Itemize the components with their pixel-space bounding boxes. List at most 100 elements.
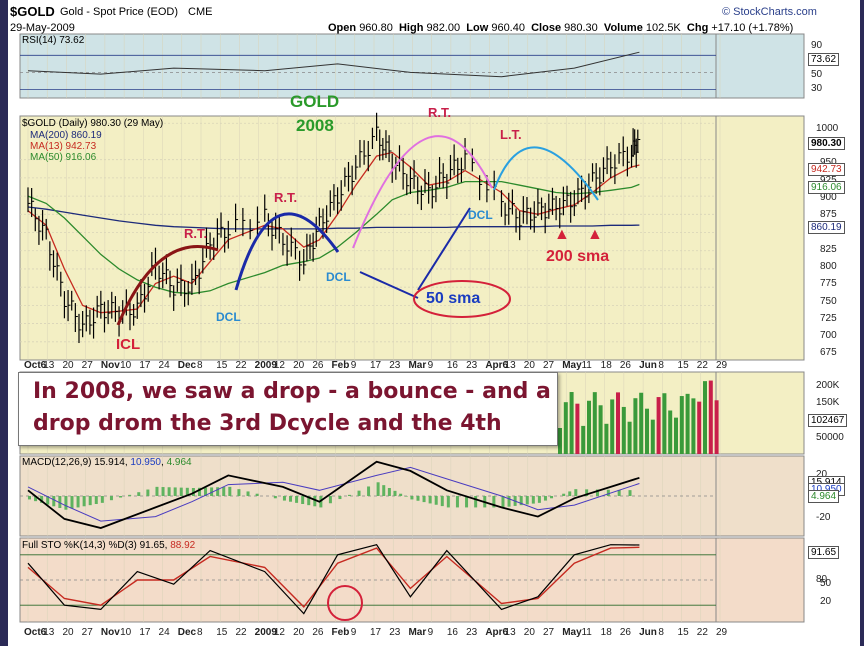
sto-tag: 91.65: [808, 546, 840, 559]
macd-hist-bar: [525, 496, 529, 505]
series-sto-k: [27, 544, 640, 615]
volume-bar: [679, 396, 684, 454]
volume-bar: [645, 408, 649, 454]
macd-hist-bar: [216, 487, 220, 496]
macd-hist-bar: [155, 486, 159, 496]
macd-hist-bar: [289, 496, 293, 502]
x-axis-top-label: Oct6: [24, 360, 47, 371]
volume-tag: 102467: [808, 414, 848, 427]
rsi-tick-90: 90: [811, 40, 823, 51]
volume-bar: [668, 410, 673, 454]
series-layer: [27, 51, 719, 615]
x-axis-top-label: Feb: [331, 360, 350, 371]
annotation-2008: 2008: [296, 116, 334, 135]
symbol-label: $GOLD: [10, 4, 55, 19]
x-axis-bottom-label: 13: [504, 627, 516, 638]
macd-hist-bar: [185, 487, 189, 496]
annotation-dcl-3: DCL: [468, 208, 493, 222]
x-axis-bottom-label: Feb: [331, 627, 350, 638]
x-axis-bottom-label: Nov: [100, 627, 120, 638]
macd-hist-bar: [246, 491, 250, 496]
macd-tick-neg20: -20: [816, 512, 831, 523]
x-axis-top-label: 20: [293, 360, 305, 371]
volume-bar: [610, 399, 615, 454]
stats-row: Open 960.80 High 982.00 Low 960.40 Close…: [328, 22, 793, 34]
x-axis-top-label: Mar: [408, 360, 427, 371]
rsi-value-tag: 73.62: [808, 53, 840, 66]
x-axis-top-label: 10: [120, 360, 132, 371]
cycle-arc-4: [493, 146, 599, 201]
x-axis-bottom-label: 22: [235, 627, 247, 638]
macd-hist-bar: [179, 487, 183, 496]
macd-hist-bar: [440, 496, 444, 507]
macd-hist-bar: [295, 496, 299, 503]
callout-line-2: drop drom the 3rd Dcycle and the 4th: [33, 411, 502, 436]
volume-bar: [604, 423, 609, 454]
x-axis-top-label: 23: [389, 360, 401, 371]
price-axis-bg: [715, 115, 805, 361]
annotation-rt-3: R.T.: [428, 105, 452, 120]
annotation-rt-2: R.T.: [274, 190, 298, 205]
annotation-lt: L.T.: [500, 127, 522, 142]
price-tick-750: 750: [820, 296, 837, 307]
macd-hist-tag: 4.964: [808, 490, 840, 503]
sto-d-value: 88.92: [170, 540, 196, 551]
volume-bar: [656, 397, 661, 454]
macd-hist-bar: [34, 496, 38, 502]
vol-tick-150k: 150K: [816, 397, 840, 408]
x-axis-top-label: 20: [62, 360, 74, 371]
x-axis-top-label: Dec: [177, 360, 197, 371]
x-axis-bottom-label: 29: [716, 627, 728, 638]
x-axis-top-label: 20: [523, 360, 535, 371]
annotation-layer: [116, 135, 599, 621]
x-axis-bottom-label: 23: [389, 627, 401, 638]
sto-label: Full STO %K(14,3) %D(3): [22, 540, 137, 551]
x-axis-bottom-label: May: [562, 627, 582, 638]
annotation-200sma: 200 sma: [546, 248, 610, 265]
open-label: Open: [328, 22, 357, 34]
volume-value: 102.5K: [645, 22, 681, 34]
macd-tick-20: 20: [816, 469, 828, 480]
macd-hist-bar: [204, 487, 208, 496]
x-axis-bottom-label: 27: [81, 627, 93, 638]
x-axis-bottom-label: 24: [158, 627, 170, 638]
macd-signal-value: 10.950: [130, 457, 161, 468]
x-axis-top-label: 26: [619, 360, 631, 371]
macd-hist-bar: [109, 496, 113, 501]
macd-hist-bar: [137, 492, 141, 496]
macd-hist-bar: [94, 496, 98, 504]
cycle-arc-3: [352, 135, 493, 249]
price-close-tag: 980.30: [808, 137, 845, 150]
x-axis-top-label: 8: [658, 360, 664, 371]
macd-hist-bar: [465, 496, 469, 508]
x-axis-bottom-label: 15: [216, 627, 228, 638]
macd-hist-bar: [410, 496, 414, 500]
x-axis-top-label: 15: [677, 360, 689, 371]
ma13-tag: 942.73: [808, 163, 845, 176]
sto-legend: Full STO %K(14,3) %D(3) 91.65, 88.92: [22, 540, 196, 551]
stockcharts-watermark: © StockCharts.com: [722, 6, 817, 18]
macd-hist-bar: [46, 496, 50, 505]
macd-hist-value: 4.964: [166, 457, 192, 468]
macd-hist-bar: [128, 494, 132, 496]
volume-axis-bg: [715, 371, 805, 455]
macd-label: MACD(12,26,9): [22, 457, 92, 468]
macd-hist-bar: [347, 494, 351, 496]
annotation-gold: GOLD: [290, 92, 340, 111]
macd-hist-bar: [376, 482, 380, 496]
vol-tick-50000: 50000: [816, 432, 844, 443]
x-axis-top-label: 17: [370, 360, 382, 371]
x-axis-top-label: Apr6: [485, 360, 509, 371]
macd-hist-bar: [82, 496, 86, 507]
x-axis-top-label: 9: [350, 360, 357, 371]
macd-hist-bar: [273, 496, 277, 499]
x-axis-bottom-label: 9: [350, 627, 357, 638]
macd-hist-bar: [173, 487, 177, 496]
volume-bar: [691, 398, 696, 454]
rsi-legend: RSI(14) 73.62: [22, 35, 84, 46]
volume-bar: [616, 392, 620, 454]
series-sto-d: [27, 546, 640, 608]
macd-hist-bar: [399, 493, 403, 496]
macd-hist-bar: [404, 496, 408, 497]
x-axis-bottom-label: 18: [600, 627, 612, 638]
